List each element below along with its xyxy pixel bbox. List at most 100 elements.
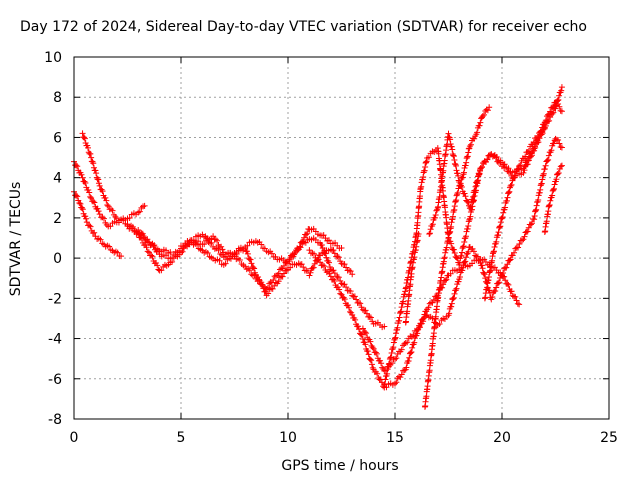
- data-point: [469, 245, 476, 252]
- data-point: [263, 286, 270, 293]
- data-point: [542, 162, 549, 169]
- data-point: [334, 253, 341, 260]
- data-point: [516, 301, 523, 308]
- data-point: [452, 161, 459, 168]
- data-point: [404, 339, 411, 346]
- data-point: [359, 325, 366, 332]
- data-point: [398, 304, 405, 311]
- data-point: [549, 104, 556, 111]
- data-point: [557, 143, 564, 150]
- data-point: [81, 134, 88, 141]
- data-point: [540, 172, 547, 179]
- data-point: [533, 206, 540, 213]
- data-point: [436, 321, 443, 328]
- data-point: [538, 181, 545, 188]
- data-point: [494, 158, 501, 165]
- data-point: [414, 326, 421, 333]
- data-point: [88, 154, 95, 161]
- data-point: [508, 288, 515, 295]
- data-point: [432, 211, 439, 218]
- data-point: [310, 250, 317, 257]
- data-point: [378, 360, 385, 367]
- data-point: [540, 170, 547, 177]
- data-point: [558, 108, 565, 115]
- data-point: [392, 335, 398, 342]
- data-point: [471, 135, 478, 142]
- data-point: [538, 180, 545, 187]
- data-point: [83, 215, 90, 222]
- data-point: [547, 197, 554, 204]
- data-point: [135, 226, 142, 233]
- data-point: [83, 219, 90, 226]
- data-point: [247, 256, 254, 263]
- data-point: [556, 165, 563, 172]
- data-point: [396, 314, 403, 321]
- data-point: [546, 201, 553, 208]
- data-point: [431, 214, 438, 221]
- data-point: [347, 268, 354, 275]
- data-point: [90, 198, 97, 205]
- data-point: [398, 308, 405, 315]
- series-track-3: [79, 130, 174, 256]
- data-point: [86, 189, 93, 196]
- data-point: [362, 329, 369, 336]
- data-point: [507, 256, 514, 263]
- data-point: [340, 294, 347, 301]
- data-point: [352, 316, 359, 323]
- data-point: [368, 357, 375, 364]
- data-point: [201, 241, 208, 248]
- series-track-6: [178, 233, 388, 331]
- data-point: [336, 286, 343, 293]
- data-point: [363, 310, 370, 317]
- data-point: [141, 202, 148, 209]
- data-points: [71, 84, 565, 410]
- data-point: [455, 172, 462, 179]
- data-point: [304, 230, 311, 237]
- data-point: [81, 135, 88, 142]
- data-point: [504, 280, 511, 287]
- x-tick-label: 25: [600, 430, 618, 446]
- data-point: [492, 154, 499, 161]
- data-point: [108, 206, 115, 213]
- data-point: [120, 217, 127, 224]
- data-point: [95, 180, 102, 187]
- data-point: [349, 292, 356, 299]
- data-point: [466, 205, 473, 212]
- data-point: [445, 130, 452, 137]
- data-point: [367, 356, 374, 363]
- data-point: [460, 264, 467, 271]
- data-point: [450, 294, 457, 301]
- data-point: [505, 189, 512, 196]
- data-point: [452, 162, 459, 169]
- data-point: [104, 201, 111, 208]
- data-point: [465, 248, 472, 255]
- series-track-2: [71, 158, 148, 230]
- data-point: [454, 189, 461, 196]
- data-point: [545, 152, 552, 159]
- data-point: [384, 370, 391, 377]
- data-point: [535, 197, 542, 204]
- data-point: [452, 287, 459, 294]
- data-point: [163, 252, 170, 259]
- data-point: [500, 209, 507, 216]
- data-point: [227, 250, 234, 257]
- x-tick-label: 0: [70, 430, 79, 446]
- data-point: [558, 84, 565, 91]
- data-point: [204, 250, 211, 257]
- data-point: [448, 240, 455, 247]
- data-point: [347, 308, 354, 315]
- data-point: [489, 294, 496, 301]
- data-point: [359, 336, 366, 343]
- data-point: [468, 199, 475, 206]
- data-point: [317, 259, 324, 266]
- data-point: [549, 192, 556, 199]
- series-track-14: [402, 230, 422, 326]
- data-point: [506, 188, 513, 195]
- data-point: [345, 304, 352, 311]
- data-point: [387, 354, 394, 361]
- data-point: [413, 328, 420, 335]
- data-point: [466, 216, 473, 223]
- data-point: [179, 248, 186, 255]
- data-point: [517, 161, 524, 168]
- data-point: [503, 264, 510, 271]
